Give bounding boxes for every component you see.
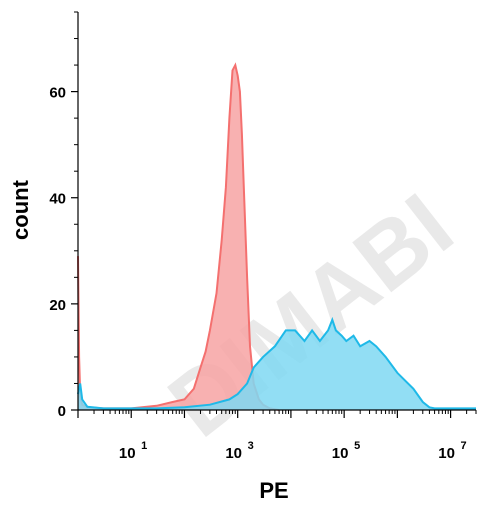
series-2-line [77,316,476,410]
x-axis-label: PE [259,478,288,503]
x-tick-label: 10 [119,445,136,462]
series-1-area [78,65,280,410]
x-tick-exponent: 3 [248,440,254,452]
y-axis-label: count [8,179,33,240]
series-layer [77,62,476,411]
x-tick-exponent: 1 [141,440,147,452]
x-tick-label: 10 [225,445,242,462]
y-tick-label: 60 [49,85,66,102]
x-tick-exponent: 7 [461,440,467,452]
x-tick-exponent: 5 [354,440,360,452]
y-tick-label: 20 [49,297,66,314]
series-2-area [78,319,476,410]
x-tick-label: 10 [438,445,455,462]
y-tick-label: 40 [49,191,66,208]
watermark-text: DIMABI [151,175,472,457]
y-tick-label: 0 [58,403,66,420]
axes-layer [77,12,476,411]
x-tick-label: 10 [332,445,349,462]
